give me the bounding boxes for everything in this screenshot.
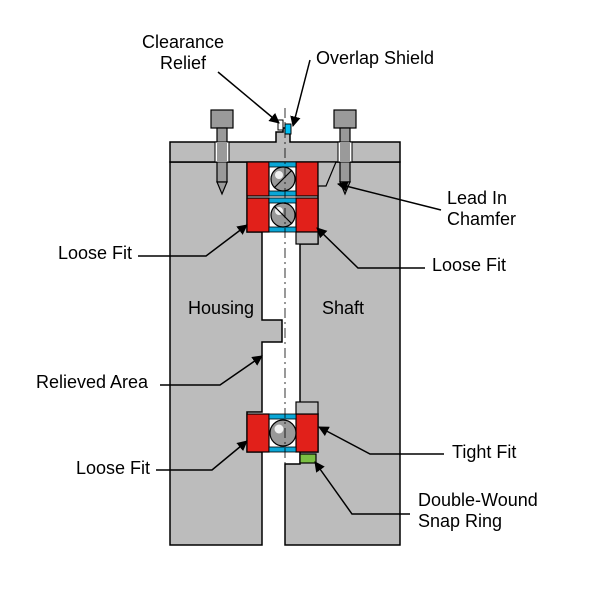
shaft-shoulder-upper	[296, 232, 318, 244]
label-overlap-shield: Overlap Shield	[316, 48, 434, 69]
label-clearance-relief: ClearanceRelief	[142, 32, 224, 73]
label-double-wound-snap-ring: Double-WoundSnap Ring	[418, 490, 538, 531]
label-relieved-area: Relieved Area	[36, 372, 148, 393]
label-loose-fit-lower: Loose Fit	[76, 458, 150, 479]
upper-bearing-1	[247, 162, 318, 196]
label-lead-in-chamfer: Lead InChamfer	[447, 188, 516, 229]
label-tight-fit: Tight Fit	[452, 442, 516, 463]
upper-bearing-2	[247, 198, 318, 232]
snap-ring	[300, 454, 316, 463]
label-housing: Housing	[188, 298, 254, 319]
label-loose-fit-upper-left: Loose Fit	[58, 243, 132, 264]
clearance-relief-notch	[278, 120, 283, 130]
label-loose-fit-upper-right: Loose Fit	[432, 255, 506, 276]
shaft-shoulder-lower	[296, 402, 318, 414]
label-shaft: Shaft	[322, 298, 364, 319]
overlap-shield-tab	[285, 124, 291, 134]
lower-bearing	[247, 414, 318, 452]
